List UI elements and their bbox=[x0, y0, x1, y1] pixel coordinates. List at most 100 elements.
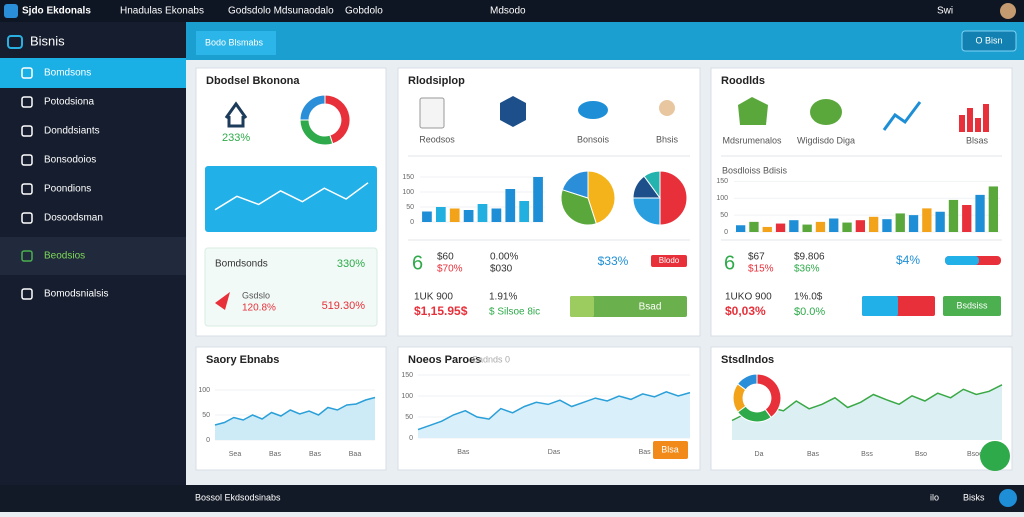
stat: $33% bbox=[598, 254, 629, 268]
menu-icon bbox=[21, 67, 33, 79]
bar bbox=[449, 208, 460, 222]
bar bbox=[505, 189, 516, 222]
x-tick-label: Bas bbox=[807, 451, 820, 458]
area bbox=[215, 397, 375, 440]
menu-highlight bbox=[0, 237, 186, 275]
pill bbox=[651, 255, 687, 267]
tab[interactable]: Sjdo Ekdonals bbox=[22, 6, 91, 17]
stat: $70% bbox=[437, 264, 463, 275]
taskbar-item[interactable]: ilo bbox=[930, 492, 939, 502]
icon bbox=[882, 101, 922, 131]
icon-label: Blsas bbox=[966, 135, 989, 145]
menu-item[interactable]: Bomdsons bbox=[44, 68, 91, 79]
toolbar-tab-bg bbox=[196, 31, 276, 55]
menu-item[interactable]: Donddsiants bbox=[44, 126, 100, 137]
bar bbox=[922, 208, 932, 232]
icon bbox=[659, 100, 675, 116]
bar bbox=[842, 222, 852, 232]
bar bbox=[789, 220, 799, 232]
icon bbox=[224, 101, 248, 128]
y-tick-label: 150 bbox=[402, 174, 414, 181]
button[interactable] bbox=[943, 296, 1001, 316]
summary-box bbox=[204, 247, 378, 327]
tab[interactable]: Godsdolo Mdsunaodalo bbox=[228, 6, 334, 17]
menu-icon bbox=[21, 288, 33, 300]
pill-label: Blodo bbox=[659, 256, 680, 265]
line bbox=[214, 396, 376, 426]
trend-box bbox=[205, 166, 377, 232]
stat: $4% bbox=[896, 253, 920, 267]
bar bbox=[988, 186, 999, 232]
user[interactable]: Swi bbox=[937, 6, 953, 17]
y-tick-label: 150 bbox=[716, 178, 728, 185]
y-tick-label: 50 bbox=[720, 212, 728, 219]
progress-fill bbox=[945, 256, 979, 265]
menu-item[interactable]: Bomodsnialsis bbox=[44, 289, 108, 300]
bar bbox=[868, 216, 879, 232]
tab[interactable]: Mdsodo bbox=[490, 6, 526, 17]
bar bbox=[749, 221, 759, 232]
menu-item[interactable]: Poondions bbox=[44, 184, 91, 195]
stat: 1UK 900 bbox=[414, 292, 453, 303]
x-tick-label: Bas bbox=[639, 449, 652, 456]
menu-item[interactable]: Potodsiona bbox=[44, 97, 94, 108]
pie-slice bbox=[561, 170, 589, 199]
sidebar-title: Bisnis bbox=[30, 33, 65, 48]
icon-label: Bonsois bbox=[577, 134, 610, 144]
card-title: Saory Ebnabs bbox=[206, 354, 279, 366]
app-icon bbox=[4, 4, 18, 18]
stat: $15% bbox=[748, 264, 774, 275]
stat: $36% bbox=[794, 264, 820, 275]
big-stat: 6 bbox=[412, 252, 423, 274]
button-label[interactable]: Blsa bbox=[661, 444, 679, 454]
icon-label: Reodsos bbox=[419, 134, 455, 144]
tab[interactable]: Gobdolo bbox=[345, 6, 383, 17]
y-tick-label: 0 bbox=[206, 437, 210, 444]
x-tick-label: Bas bbox=[457, 449, 470, 456]
stat: $030 bbox=[490, 264, 513, 275]
fab[interactable] bbox=[980, 441, 1010, 471]
icon bbox=[215, 292, 230, 310]
taskbar-button[interactable] bbox=[999, 489, 1017, 507]
y-tick-label: 0 bbox=[410, 219, 414, 226]
area bbox=[418, 391, 690, 438]
bar bbox=[908, 215, 919, 232]
toolbar-button-label[interactable]: O Bisn bbox=[975, 35, 1002, 45]
logo bbox=[7, 35, 23, 49]
button[interactable] bbox=[570, 296, 687, 317]
toolbar-button[interactable] bbox=[961, 30, 1017, 52]
card-subtitle: Sadnds 0 bbox=[472, 354, 510, 364]
avatar[interactable] bbox=[1000, 3, 1016, 19]
taskbar-label: Bossol Ekdsodsinabs bbox=[195, 492, 281, 502]
bar bbox=[735, 225, 746, 232]
bar bbox=[491, 208, 502, 222]
button[interactable] bbox=[653, 441, 688, 459]
icon bbox=[419, 97, 445, 129]
icon-label: Wigdisdo Diga bbox=[797, 135, 855, 145]
stat: $ Silsoe 8ic bbox=[489, 307, 540, 318]
donut-slice bbox=[299, 94, 326, 121]
toolbar-tab[interactable]: Bodo Blsmabs bbox=[205, 37, 264, 47]
card-title: Rlodsiplop bbox=[408, 75, 465, 87]
x-tick-label: Baa bbox=[349, 451, 362, 458]
icon bbox=[959, 104, 989, 132]
big-stat: 6 bbox=[724, 252, 735, 274]
stat: $1,15.95$ bbox=[414, 304, 468, 318]
tab[interactable]: Hnadulas Ekonabs bbox=[120, 6, 204, 17]
stat: $60 bbox=[437, 252, 454, 263]
taskbar-item[interactable]: Bisks bbox=[963, 492, 985, 502]
button-label[interactable]: Bsad bbox=[639, 302, 662, 313]
button-label[interactable]: Bsdsiss bbox=[956, 300, 988, 310]
stat: 1UKO 900 bbox=[725, 292, 772, 303]
y-tick-label: 50 bbox=[202, 412, 210, 419]
icon bbox=[500, 96, 526, 127]
y-tick-label: 50 bbox=[406, 204, 414, 211]
menu-icon bbox=[21, 154, 33, 166]
menu-item[interactable]: Beodsios bbox=[44, 251, 85, 262]
bar bbox=[895, 213, 905, 232]
menu-item[interactable]: Bonsodoios bbox=[44, 155, 96, 166]
x-tick-label: Da bbox=[755, 451, 764, 458]
menu-item[interactable]: Dosoodsman bbox=[44, 213, 103, 224]
menu-icon bbox=[21, 250, 33, 262]
